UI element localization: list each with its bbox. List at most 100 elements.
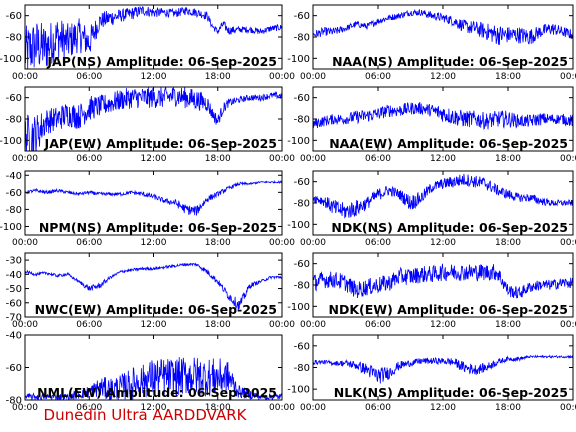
- panel-7: -70 -60 -50 -40 -30 00:00 06:00 12:00 18:00 00:00…: [6, 252, 295, 330]
- x-tick-label: 00:00: [300, 238, 326, 248]
- x-tick-label: 06:00: [76, 403, 102, 413]
- x-tick-label: 18:00: [205, 154, 231, 164]
- x-tick-label: 18:00: [205, 320, 231, 330]
- x-tick-label: 00:00: [560, 72, 576, 82]
- y-tick-label: -60: [294, 11, 310, 22]
- x-tick-label: 06:00: [76, 320, 102, 330]
- x-tick-label: 06:00: [76, 238, 102, 248]
- x-tick-label: 00:00: [269, 238, 295, 248]
- y-tick-label: -60: [6, 11, 22, 22]
- y-tick-label: -60: [294, 93, 310, 104]
- y-tick-label: -100: [287, 385, 310, 396]
- panel-title: NDK(NS) Amplitude: 06-Sep-2025: [331, 220, 568, 235]
- x-tick-label: 12:00: [141, 154, 167, 164]
- x-tick-label: 12:00: [430, 72, 456, 82]
- series-line-3-1: [25, 87, 282, 151]
- x-tick-label: 00:00: [560, 403, 576, 413]
- series-line-6-1: [313, 173, 573, 219]
- y-tick-label: -100: [0, 222, 22, 233]
- x-tick-label: 12:00: [430, 320, 456, 330]
- x-tick-label: 00:00: [560, 238, 576, 248]
- x-tick-label: 06:00: [365, 403, 391, 413]
- series-line-2-1: [313, 8, 573, 45]
- x-tick-label: 18:00: [495, 238, 521, 248]
- panel-title: JAP(NS) Amplitude: 06-Sep-2025: [46, 54, 277, 69]
- x-tick-label: 18:00: [495, 72, 521, 82]
- panel-2: -100 -80 -60 00:00 06:00 12:00 18:00 00:00 NAA(N…: [287, 4, 576, 82]
- x-tick-label: 12:00: [430, 403, 456, 413]
- y-tick-label: -50: [6, 284, 22, 295]
- y-tick-label: -80: [6, 33, 22, 44]
- x-tick-label: 00:00: [269, 320, 295, 330]
- x-tick-label: 06:00: [365, 72, 391, 82]
- x-tick-label: 00:00: [12, 238, 38, 248]
- panel-title: NAA(NS) Amplitude: 06-Sep-2025: [332, 54, 568, 69]
- y-tick-label: -100: [287, 54, 310, 65]
- x-tick-label: 00:00: [12, 403, 38, 413]
- panel-8: -100-80-6000:0006:0012:0018:0000:00NDK(E…: [287, 252, 576, 330]
- panel-4: -100-80-6000:0006:0012:0018:0000:00NAA(E…: [287, 86, 576, 164]
- panel-title: NWC(EW) Amplitude: 06-Sep-2025: [35, 302, 277, 317]
- series-line-8-1: [313, 263, 573, 299]
- x-tick-label: 12:00: [141, 403, 167, 413]
- y-tick-label: -60: [6, 93, 22, 104]
- y-tick-label: -100: [287, 302, 310, 313]
- y-tick-label: -100: [0, 54, 22, 65]
- series-line-10-1: [313, 354, 573, 384]
- x-tick-label: 12:00: [430, 154, 456, 164]
- x-tick-label: 00:00: [300, 403, 326, 413]
- y-tick-label: -60: [294, 341, 310, 352]
- x-tick-label: 12:00: [141, 238, 167, 248]
- y-tick-label: -60: [294, 259, 310, 270]
- y-tick-label: -80: [6, 205, 22, 216]
- panel-title: NDK(EW) Amplitude: 06-Sep-2025: [329, 302, 568, 317]
- panel-3: -100 -80 -60 00:00 06:00 12:00 18:00 00:00 JAP(E…: [0, 86, 295, 164]
- series-line-5-1: [25, 179, 282, 216]
- panel-title: NML(EW) Amplitude: 06-Sep-2025: [37, 385, 277, 400]
- panel-title: NAA(EW) Amplitude: 06-Sep-2025: [329, 136, 568, 151]
- y-tick-label: -80: [294, 363, 310, 374]
- panel-title: JAP(EW) Amplitude: 06-Sep-2025: [44, 136, 277, 151]
- y-tick-label: -80: [6, 396, 22, 407]
- x-tick-label: 00:00: [560, 154, 576, 164]
- x-tick-label: 18:00: [205, 72, 231, 82]
- y-tick-label: -80: [294, 33, 310, 44]
- footer-credit: Dunedin Ultra AARDDVARK: [43, 406, 247, 424]
- series-line-4-1: [313, 102, 573, 130]
- y-tick-label: -30: [6, 256, 22, 267]
- x-tick-label: 00:00: [300, 154, 326, 164]
- x-tick-label: 00:00: [560, 320, 576, 330]
- series-line-9-1: [25, 357, 282, 400]
- x-tick-label: 06:00: [76, 154, 102, 164]
- x-tick-label: 00:00: [12, 72, 38, 82]
- y-tick-label: -40: [6, 270, 22, 281]
- x-tick-label: 00:00: [269, 72, 295, 82]
- x-tick-label: 00:00: [300, 320, 326, 330]
- x-tick-label: 06:00: [365, 238, 391, 248]
- y-tick-label: -80: [6, 115, 22, 126]
- panel-10: -100 -80 -60 00:00 06:00 12:00 18:00 00:00 NLK(N…: [287, 334, 576, 413]
- series-line-1-1: [25, 5, 282, 69]
- x-tick-label: 18:00: [495, 403, 521, 413]
- x-tick-label: 18:00: [495, 320, 521, 330]
- y-tick-label: -40: [6, 171, 22, 182]
- x-tick-label: 18:00: [205, 238, 231, 248]
- y-tick-label: -80: [294, 199, 310, 210]
- x-tick-label: 18:00: [495, 154, 521, 164]
- x-tick-label: 12:00: [141, 320, 167, 330]
- y-tick-label: -80: [294, 115, 310, 126]
- x-tick-label: 12:00: [141, 72, 167, 82]
- x-tick-label: 00:00: [300, 72, 326, 82]
- y-tick-label: -100: [287, 220, 310, 231]
- y-tick-label: -60: [6, 298, 22, 309]
- series-line-7-1: [25, 262, 282, 311]
- y-tick-label: -100: [0, 136, 22, 147]
- x-tick-label: 18:00: [205, 403, 231, 413]
- y-tick-label: -60: [6, 363, 22, 374]
- panel-6: -100 -80 -60 00:00 06:00 12:00 18:00 00:00 NDK(N…: [287, 170, 576, 248]
- y-tick-label: -70: [6, 313, 22, 324]
- y-tick-label: -80: [294, 281, 310, 292]
- x-tick-label: 00:00: [269, 154, 295, 164]
